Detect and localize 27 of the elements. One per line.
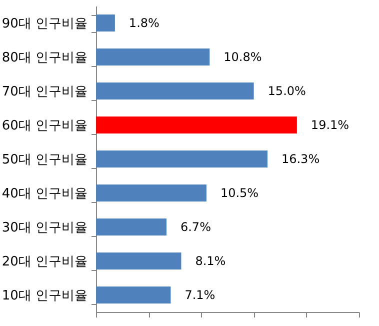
bar: [96, 184, 206, 202]
y-tick-label: 20대 인구비율: [2, 254, 88, 270]
data-label: 10.5%: [220, 186, 259, 200]
data-label: 10.8%: [224, 50, 262, 64]
data-label: 15.0%: [268, 84, 306, 98]
data-label: 7.1%: [184, 288, 216, 302]
y-tick-label: 50대 인구비율: [2, 152, 88, 168]
bar: [96, 14, 115, 32]
data-label: 19.1%: [310, 118, 350, 132]
bar: [96, 48, 210, 66]
y-tick-label: 70대 인구비율: [2, 84, 88, 100]
y-tick-label: 40대 인구비율: [2, 186, 88, 202]
bar: [96, 286, 171, 304]
y-tick-label: 60대 인구비율: [2, 118, 88, 134]
y-tick-label: 30대 인구비율: [2, 220, 88, 236]
y-tick-label: 90대 인구비율: [2, 16, 88, 32]
data-label: 16.3%: [281, 152, 320, 166]
y-tick-label: 80대 인구비율: [2, 50, 88, 66]
data-label: 6.7%: [180, 220, 211, 234]
bar: [96, 252, 182, 270]
bar: [96, 82, 254, 100]
bar: [96, 116, 297, 134]
bar: [96, 150, 268, 168]
data-label: 1.8%: [128, 16, 160, 30]
bar: [96, 218, 166, 236]
data-label: 8.1%: [195, 254, 226, 268]
y-tick-label: 10대 인구비율: [2, 288, 88, 304]
